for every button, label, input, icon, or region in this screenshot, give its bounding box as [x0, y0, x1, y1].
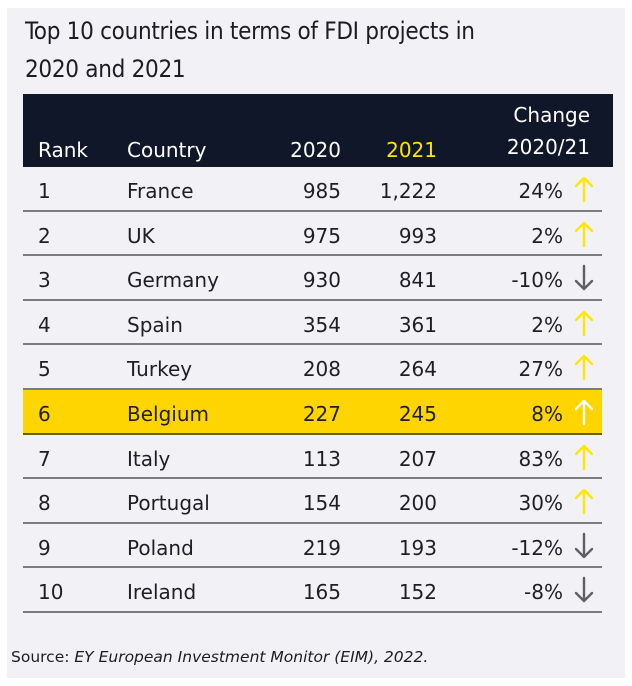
value-2020-cell: 219	[302, 535, 341, 560]
country-cell: Poland	[127, 535, 194, 560]
title-line-1: Top 10 countries in terms of FDI project…	[25, 17, 475, 45]
country-cell: Ireland	[127, 580, 197, 605]
arrow-up-icon	[574, 176, 594, 203]
value-2020-cell: 165	[302, 580, 341, 605]
value-2020-cell: 975	[302, 223, 341, 248]
country-cell: Belgium	[127, 401, 209, 426]
table-row: 9 Poland 219 193 -12%	[23, 524, 602, 569]
table-row: 5 Turkey 208 264 27%	[23, 345, 602, 390]
table-row: 6 Belgium 227 245 8%	[23, 389, 602, 435]
value-2020-cell: 113	[302, 446, 341, 471]
country-cell: Turkey	[127, 357, 193, 382]
country-cell: Portugal	[127, 491, 210, 516]
rank-cell: 8	[38, 491, 51, 516]
change-cell: 2%	[531, 223, 563, 248]
value-2021-cell: 245	[398, 401, 437, 426]
value-2020-cell: 208	[302, 357, 341, 382]
source-label: Source:	[11, 648, 75, 666]
rank-cell: 6	[38, 401, 51, 426]
country-cell: France	[127, 179, 194, 203]
rank-cell: 7	[38, 446, 51, 471]
header-2020: 2020	[290, 138, 341, 162]
rank-cell: 10	[38, 580, 64, 605]
value-2020-cell: 227	[302, 401, 341, 426]
header-change-line-1: Change	[513, 103, 590, 127]
change-cell: 8%	[531, 401, 563, 426]
rank-cell: 5	[38, 357, 51, 382]
change-cell: 24%	[518, 179, 563, 203]
table-row: 2 UK 975 993 2%	[23, 212, 602, 257]
value-2020-cell: 985	[302, 179, 341, 203]
change-cell: -10%	[511, 268, 563, 293]
arrow-down-icon	[574, 577, 594, 603]
value-2021-cell: 152	[398, 580, 437, 605]
value-2021-cell: 1,222	[379, 179, 437, 203]
page-title: Top 10 countries in terms of FDI project…	[25, 12, 605, 88]
arrow-up-icon	[574, 355, 594, 381]
rank-cell: 9	[38, 535, 51, 560]
change-cell: 30%	[518, 491, 563, 516]
country-cell: Italy	[127, 446, 171, 471]
rank-cell: 3	[38, 268, 51, 293]
source-note: Source: EY European Investment Monitor (…	[11, 648, 428, 666]
value-2021-cell: 993	[398, 223, 437, 248]
value-2021-cell: 207	[398, 446, 437, 471]
change-cell: -8%	[524, 580, 563, 605]
change-cell: -12%	[511, 535, 563, 560]
table-row: 1 France 985 1,222 24%	[23, 167, 602, 212]
value-2021-cell: 841	[398, 268, 437, 293]
arrow-down-icon	[574, 264, 594, 291]
arrow-up-icon	[574, 444, 594, 470]
arrow-up-icon	[574, 399, 594, 426]
value-2020-cell: 930	[302, 268, 341, 293]
value-2020-cell: 154	[302, 491, 341, 516]
rank-cell: 1	[38, 179, 51, 203]
table-row: 8 Portugal 154 200 30%	[23, 479, 602, 524]
table-row: 4 Spain 354 361 2%	[23, 301, 602, 346]
title-line-2: 2020 and 2021	[25, 55, 186, 83]
rank-cell: 2	[38, 223, 51, 248]
source-text: EY European Investment Monitor (EIM), 20…	[74, 648, 429, 666]
table-row: 3 Germany 930 841 -10%	[23, 256, 602, 301]
value-2020-cell: 354	[302, 312, 341, 337]
arrow-up-icon	[574, 221, 594, 247]
change-cell: 83%	[518, 446, 563, 471]
country-cell: Germany	[127, 268, 219, 293]
rank-cell: 4	[38, 312, 51, 337]
value-2021-cell: 264	[398, 357, 437, 382]
header-2021: 2021	[386, 138, 437, 162]
arrow-up-icon	[574, 310, 594, 336]
header-rank: Rank	[38, 138, 88, 162]
table-row: 7 Italy 113 207 83%	[23, 435, 602, 480]
country-cell: UK	[127, 223, 155, 248]
fdi-ranking-table: Rank Country 2020 2021 Change 2020/21 1 F…	[23, 94, 613, 613]
table-body: 1 France 985 1,222 24% 2 UK 975 993 2% 3 Germany 930…	[23, 167, 613, 613]
arrow-up-icon	[574, 488, 594, 515]
table-header: Rank Country 2020 2021 Change 2020/21	[23, 94, 613, 167]
value-2021-cell: 200	[398, 491, 437, 516]
value-2021-cell: 193	[398, 535, 437, 560]
header-country: Country	[127, 138, 207, 162]
country-cell: Spain	[127, 312, 183, 337]
change-cell: 2%	[531, 312, 563, 337]
table-row: 10 Ireland 165 152 -8%	[23, 568, 602, 613]
header-change-line-2: 2020/21	[506, 135, 590, 159]
change-cell: 27%	[518, 357, 563, 382]
header-change: Change 2020/21	[507, 99, 590, 163]
value-2021-cell: 361	[398, 312, 437, 337]
arrow-down-icon	[574, 532, 594, 558]
